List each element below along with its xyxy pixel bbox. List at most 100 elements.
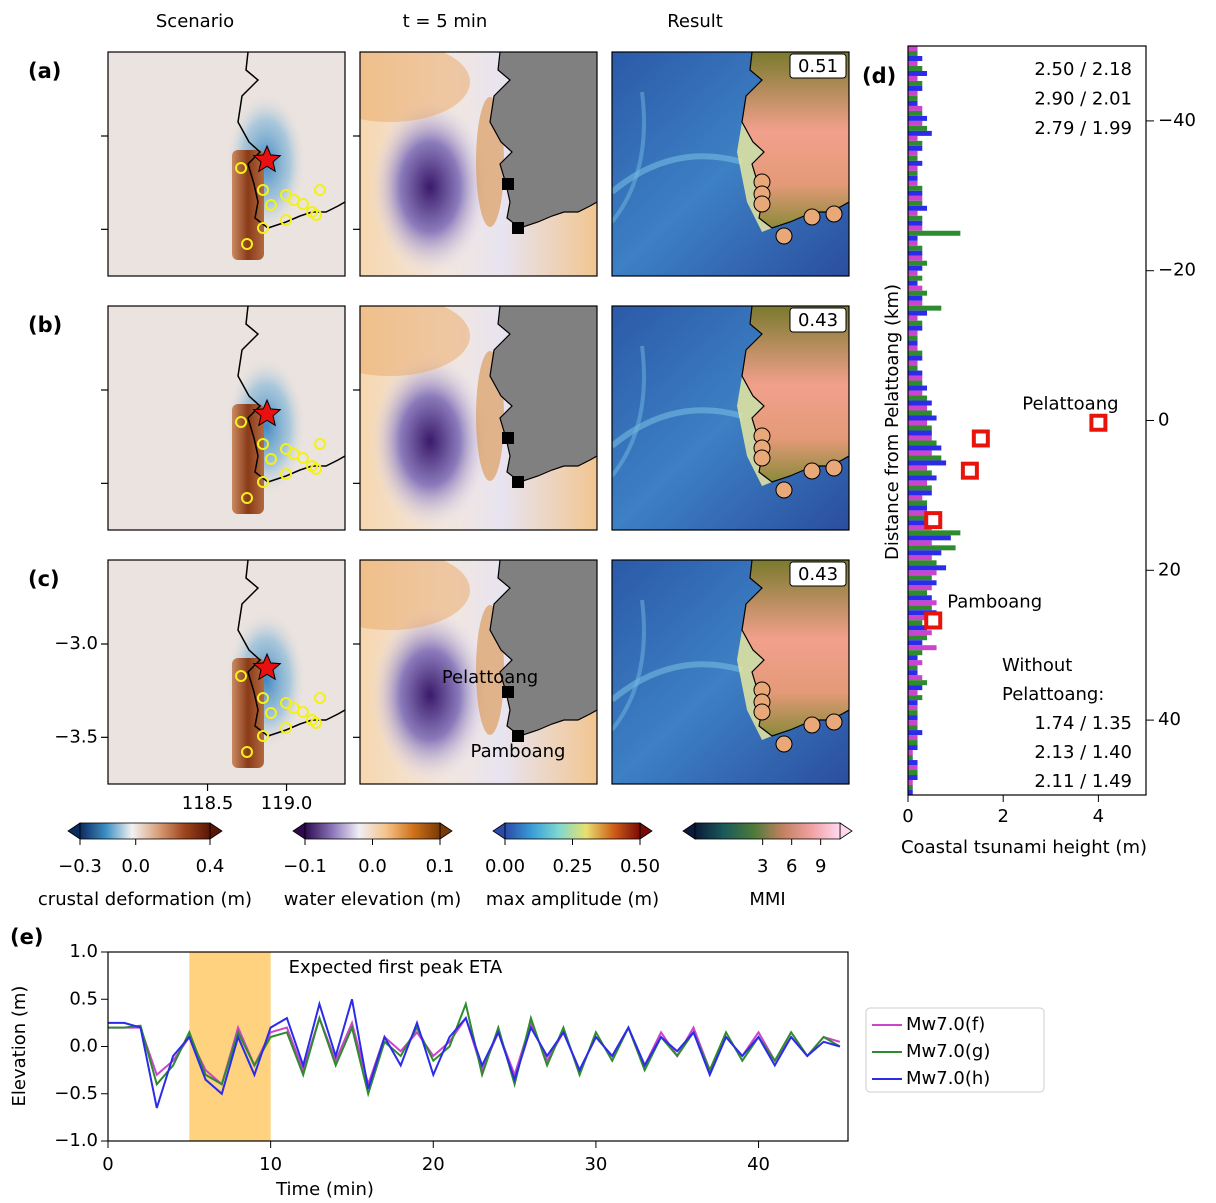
station-circle xyxy=(280,214,292,226)
y-tick-label: 40 xyxy=(1158,709,1181,730)
height-bar xyxy=(908,640,923,646)
map-panel: 0.43 xyxy=(612,306,849,530)
coastline xyxy=(237,560,345,737)
height-bar xyxy=(908,125,928,131)
height-bar xyxy=(908,400,932,406)
panel-label: (e) xyxy=(10,925,43,949)
colorbar-label: crustal deformation (m) xyxy=(38,889,252,910)
colorbar-tick-label: 3 xyxy=(757,856,768,877)
height-bar xyxy=(908,190,923,196)
map-frame xyxy=(611,559,850,785)
height-bar xyxy=(908,505,928,511)
y-tick-label: 0.0 xyxy=(69,1036,98,1057)
coastal-amplitude xyxy=(737,122,772,232)
height-bar xyxy=(908,750,913,756)
height-bar xyxy=(908,680,928,686)
height-bar xyxy=(908,160,923,166)
height-bar xyxy=(908,650,923,656)
x-tick-label: 4 xyxy=(1093,806,1104,827)
panel-label: (d) xyxy=(862,64,896,88)
station-circle xyxy=(265,707,277,719)
x-tick-label: 0 xyxy=(902,806,913,827)
height-bar xyxy=(908,515,932,521)
legend-label: Mw7.0(g) xyxy=(906,1041,990,1062)
y-tick-label: 0.5 xyxy=(69,988,98,1009)
height-bar xyxy=(908,710,918,716)
wave-streak xyxy=(612,407,743,449)
height-bar xyxy=(908,695,923,701)
colorbar-tick-label: 0.00 xyxy=(485,856,525,877)
height-bar xyxy=(908,715,918,721)
height-bar xyxy=(908,425,932,431)
height-bar xyxy=(908,280,918,286)
city-circle xyxy=(825,713,843,731)
station-label: Pamboang xyxy=(471,741,566,762)
score-box xyxy=(789,561,847,587)
colorbar-tick-label: 0.0 xyxy=(358,856,387,877)
height-bar xyxy=(908,620,923,626)
height-bar xyxy=(908,215,923,221)
stat-text: 2.13 / 1.40 xyxy=(1034,742,1132,763)
height-bar xyxy=(908,335,918,341)
height-bar xyxy=(908,545,956,551)
height-bar xyxy=(908,145,923,151)
plot-frame xyxy=(907,45,1147,796)
panel-label: (a) xyxy=(28,59,61,83)
height-bar xyxy=(908,745,918,751)
height-bar xyxy=(908,250,923,256)
height-bar xyxy=(908,485,932,491)
colorbar-extend xyxy=(292,822,306,840)
height-bar xyxy=(908,220,923,226)
station-circle xyxy=(257,222,269,234)
height-bar xyxy=(908,450,932,456)
height-bar xyxy=(908,785,913,791)
map-x-tick-label: 119.0 xyxy=(261,793,313,814)
height-bar xyxy=(908,540,932,546)
height-bar xyxy=(908,465,928,471)
height-bar xyxy=(908,90,918,96)
station-circle xyxy=(235,670,247,682)
height-bar xyxy=(908,365,918,371)
deformation-zone xyxy=(232,150,264,260)
station-circle xyxy=(257,184,269,196)
height-bar xyxy=(908,205,928,211)
height-bar xyxy=(908,295,923,301)
city-circle xyxy=(753,703,771,721)
height-bar xyxy=(908,75,918,81)
x-tick-label: 30 xyxy=(584,1154,607,1175)
height-bar xyxy=(908,615,928,621)
stat-text: 2.50 / 2.18 xyxy=(1034,59,1132,80)
colorbar-label: MMI xyxy=(749,889,785,910)
score: 0.43 xyxy=(798,564,838,585)
height-bar xyxy=(908,510,928,516)
city-circle xyxy=(825,205,843,223)
colorbar-label: water elevation (m) xyxy=(284,889,462,910)
height-bar xyxy=(908,360,918,366)
height-bar xyxy=(908,60,918,66)
height-bar xyxy=(908,445,942,451)
colorbar-tick-label: −0.1 xyxy=(283,856,327,877)
trough xyxy=(370,351,490,530)
colorbar-extend xyxy=(682,822,696,840)
height-bar xyxy=(908,380,923,386)
map-frame xyxy=(107,51,346,277)
height-bar xyxy=(908,285,923,291)
height-bar xyxy=(908,535,951,541)
height-bar xyxy=(908,555,932,561)
score: 0.51 xyxy=(798,56,838,77)
height-bar xyxy=(908,610,937,616)
height-bar xyxy=(908,100,918,106)
note-text: Without xyxy=(1002,655,1072,676)
map-frame xyxy=(611,305,850,531)
height-bar xyxy=(908,120,923,126)
panel-label: (b) xyxy=(28,313,62,337)
height-bar xyxy=(908,290,928,296)
column-title: Scenario xyxy=(156,11,234,32)
colorbar-tick-label: 9 xyxy=(815,856,826,877)
wave-streak xyxy=(612,153,743,195)
height-bar xyxy=(908,625,928,631)
city-circle xyxy=(803,462,821,480)
height-bar xyxy=(908,760,918,766)
height-bar xyxy=(908,155,918,161)
height-bar xyxy=(908,46,918,51)
